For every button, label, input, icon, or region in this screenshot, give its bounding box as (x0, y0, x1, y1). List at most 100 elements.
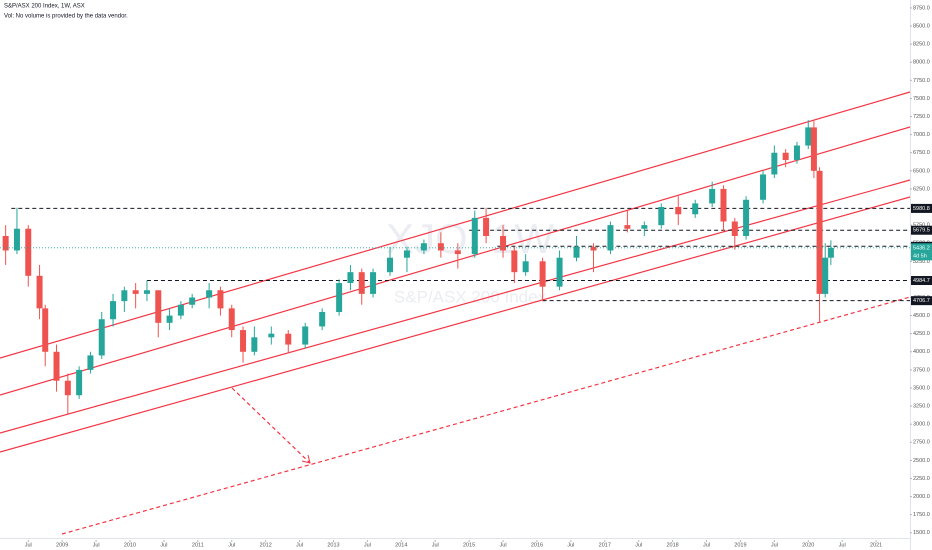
candle-body (336, 283, 343, 312)
candle-body (121, 290, 128, 302)
y-tick-label: 6750.0 (913, 150, 930, 156)
candle-body (511, 250, 518, 273)
x-tick-label: Jul (839, 542, 846, 548)
candle-body (217, 290, 224, 309)
candle-body (760, 174, 767, 200)
candle-body (53, 351, 60, 381)
y-tick-label: 2750.0 (913, 440, 930, 446)
candle-body (675, 207, 682, 215)
x-tick-label: 2021 (870, 542, 882, 548)
x-tick-label: 2011 (192, 542, 204, 548)
x-tick-label: Jul (296, 542, 303, 548)
x-tick-label: Jul (432, 542, 439, 548)
candle-body (285, 333, 292, 345)
candle-body (793, 145, 800, 160)
y-tick-label: 1500.0 (913, 530, 930, 536)
candle-body (437, 243, 444, 251)
candle-body (110, 301, 117, 320)
candle-body (816, 170, 823, 294)
candle-body (539, 261, 546, 287)
last-price-label: 5436.2 (913, 245, 930, 251)
x-tick-label: Jul (703, 542, 710, 548)
y-tick-label: 7250.0 (913, 114, 930, 120)
y-tick-label: 3000.0 (913, 422, 930, 428)
candle-body (771, 152, 778, 175)
x-tick-label: 2012 (260, 542, 272, 548)
y-tick-label: 8500.0 (913, 24, 930, 30)
y-tick-label: 7000.0 (913, 132, 930, 138)
candle-body (743, 199, 750, 236)
levels (11, 207, 910, 302)
candles (2, 120, 834, 415)
candle-body (98, 319, 105, 356)
candle-body (25, 228, 32, 276)
chart-title: S&P/ASX 200 Index, 1W, ASX (4, 4, 85, 10)
x-tick-label: 2017 (599, 542, 611, 548)
candle-body (782, 152, 789, 160)
level-label-box (911, 225, 932, 235)
candle-body (143, 290, 150, 294)
watermark: XJO, 1W (386, 215, 554, 262)
candle-body (251, 337, 258, 352)
candle-body (720, 188, 727, 222)
candle-body (319, 311, 326, 327)
x-tick-label: 2009 (56, 542, 68, 548)
y-tick-label: 8750.0 (913, 5, 930, 11)
y-tick-label: 4250.0 (913, 331, 930, 337)
candle-body (624, 225, 631, 229)
candle-body (206, 290, 213, 298)
trend-lines (0, 91, 911, 535)
candle-body (805, 127, 812, 146)
candle-body (370, 272, 377, 294)
candle-body (268, 333, 275, 338)
y-tick-label: 6500.0 (913, 168, 930, 174)
x-tick-label: Jul (25, 542, 32, 548)
x-tick-label: Jul (228, 542, 235, 548)
x-tick-label: 2016 (531, 542, 543, 548)
channel-line (0, 196, 911, 453)
chart-subtitle: Vol: No volume is provided by the data v… (4, 14, 128, 20)
candle-body (387, 257, 393, 273)
candle-body (522, 261, 529, 273)
candle-body (155, 290, 162, 323)
candle-body (709, 188, 716, 204)
candle-body (454, 250, 461, 255)
x-tick-label: 2015 (463, 542, 475, 548)
candle-body (403, 250, 410, 258)
watermark-subtitle: S&P/ASX 200 Index (394, 287, 547, 306)
candle-body (132, 290, 139, 294)
candle-body (302, 326, 309, 345)
x-tick-label: Jul (364, 542, 371, 548)
x-tick-label: Jul (93, 542, 100, 548)
y-tick-label: 2250.0 (913, 476, 930, 482)
candle-body (658, 207, 665, 226)
x-tick-label: 2013 (327, 542, 339, 548)
candle-body (822, 257, 829, 294)
level-label: 4984.7 (913, 278, 930, 284)
x-tick-label: 2018 (666, 542, 678, 548)
y-tick-label: 7500.0 (913, 96, 930, 102)
x-tick-label: 2019 (734, 542, 746, 548)
axes: 1500.0 1750.0 2000.0 2250.0 2500.0 2750.0 3000… (0, 5, 932, 548)
level-label-box (911, 276, 932, 286)
candle-body (827, 247, 834, 258)
candle-body (556, 257, 563, 287)
candle-body (483, 217, 490, 236)
candle-body (42, 308, 49, 352)
y-tick-label: 5250.0 (913, 259, 930, 265)
candle-body (500, 235, 507, 251)
x-tick-label: Jul (500, 542, 507, 548)
y-tick-label: 6250.0 (913, 186, 930, 192)
candle-body (240, 330, 247, 352)
candle-body (471, 217, 478, 255)
arrow-head (301, 454, 311, 464)
y-tick-label: 7750.0 (913, 78, 930, 84)
x-tick-label: Jul (160, 542, 167, 548)
y-tick-label: 4500.0 (913, 313, 930, 319)
x-tick-label: 2014 (395, 542, 407, 548)
y-tick-label: 2000.0 (913, 494, 930, 500)
y-tick-label: 3250.0 (913, 404, 930, 410)
last-price-box (911, 243, 932, 261)
